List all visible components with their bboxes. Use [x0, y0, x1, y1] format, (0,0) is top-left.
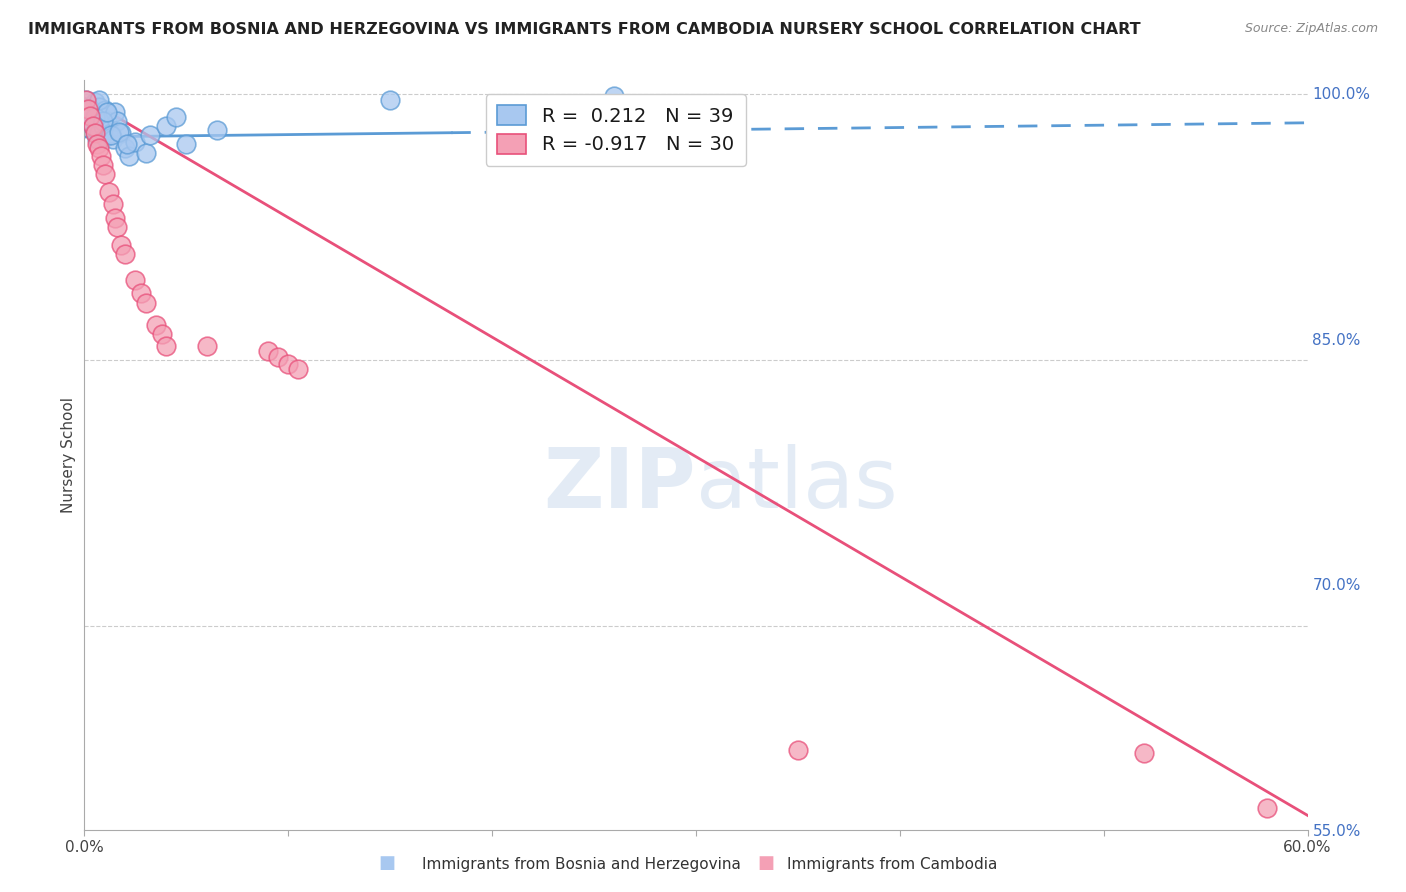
- Point: [86, 132, 108, 146]
- Point: [77, 109, 100, 123]
- Point: [75, 93, 97, 107]
- Point: [155, 120, 177, 134]
- Point: [114, 247, 136, 261]
- Point: [110, 238, 132, 252]
- Point: [97, 185, 120, 199]
- Point: [114, 140, 136, 154]
- Point: [174, 136, 197, 151]
- Point: [205, 123, 228, 137]
- Point: [787, 743, 810, 757]
- Point: [79, 102, 101, 116]
- Point: [110, 127, 132, 141]
- Text: Immigrants from Cambodia: Immigrants from Cambodia: [787, 857, 998, 872]
- Point: [267, 350, 290, 364]
- Point: [101, 197, 124, 211]
- Point: [91, 120, 114, 134]
- Point: [87, 127, 110, 141]
- Point: [118, 149, 141, 163]
- Point: [124, 273, 146, 287]
- Text: ■: ■: [378, 855, 395, 872]
- Point: [83, 127, 105, 141]
- Point: [603, 89, 626, 103]
- Point: [82, 120, 104, 134]
- Point: [86, 136, 108, 151]
- Point: [105, 114, 128, 128]
- Point: [91, 158, 114, 172]
- Point: [93, 103, 115, 118]
- Text: IMMIGRANTS FROM BOSNIA AND HERZEGOVINA VS IMMIGRANTS FROM CAMBODIA NURSERY SCHOO: IMMIGRANTS FROM BOSNIA AND HERZEGOVINA V…: [28, 22, 1140, 37]
- Text: Source: ZipAtlas.com: Source: ZipAtlas.com: [1244, 22, 1378, 36]
- Point: [115, 136, 138, 151]
- Point: [138, 128, 160, 143]
- Text: ZIP: ZIP: [544, 444, 696, 525]
- Point: [101, 132, 124, 146]
- Point: [90, 149, 112, 163]
- Point: [104, 211, 127, 226]
- Point: [97, 123, 120, 137]
- Point: [131, 285, 153, 300]
- Point: [105, 220, 128, 235]
- Point: [87, 93, 110, 107]
- Point: [135, 296, 157, 310]
- Point: [87, 140, 110, 154]
- Point: [83, 125, 105, 139]
- Point: [100, 127, 122, 141]
- Point: [93, 130, 115, 145]
- Point: [91, 114, 114, 128]
- Point: [93, 167, 115, 181]
- Point: [83, 95, 105, 109]
- Point: [277, 357, 299, 371]
- Point: [155, 339, 177, 353]
- Legend: R =  0.212   N = 39, R = -0.917   N = 30: R = 0.212 N = 39, R = -0.917 N = 30: [485, 94, 745, 166]
- Point: [380, 93, 402, 107]
- Text: ■: ■: [758, 855, 775, 872]
- Point: [287, 362, 309, 376]
- Point: [145, 318, 167, 332]
- Point: [135, 145, 157, 160]
- Point: [79, 114, 101, 128]
- Text: Immigrants from Bosnia and Herzegovina: Immigrants from Bosnia and Herzegovina: [422, 857, 741, 872]
- Point: [1256, 801, 1278, 815]
- Point: [83, 111, 105, 125]
- Point: [257, 344, 280, 359]
- Point: [87, 100, 110, 114]
- Text: atlas: atlas: [696, 444, 897, 525]
- Point: [75, 93, 97, 107]
- Point: [165, 111, 187, 125]
- Point: [96, 114, 118, 128]
- Point: [79, 109, 101, 123]
- Point: [1133, 747, 1156, 761]
- Y-axis label: Nursery School: Nursery School: [60, 397, 76, 513]
- Point: [82, 120, 104, 134]
- Point: [96, 105, 118, 120]
- Point: [124, 136, 146, 150]
- Point: [150, 326, 173, 341]
- Point: [77, 102, 100, 116]
- Point: [108, 125, 131, 139]
- Point: [100, 128, 122, 143]
- Point: [195, 339, 218, 353]
- Point: [90, 109, 112, 123]
- Point: [104, 105, 127, 120]
